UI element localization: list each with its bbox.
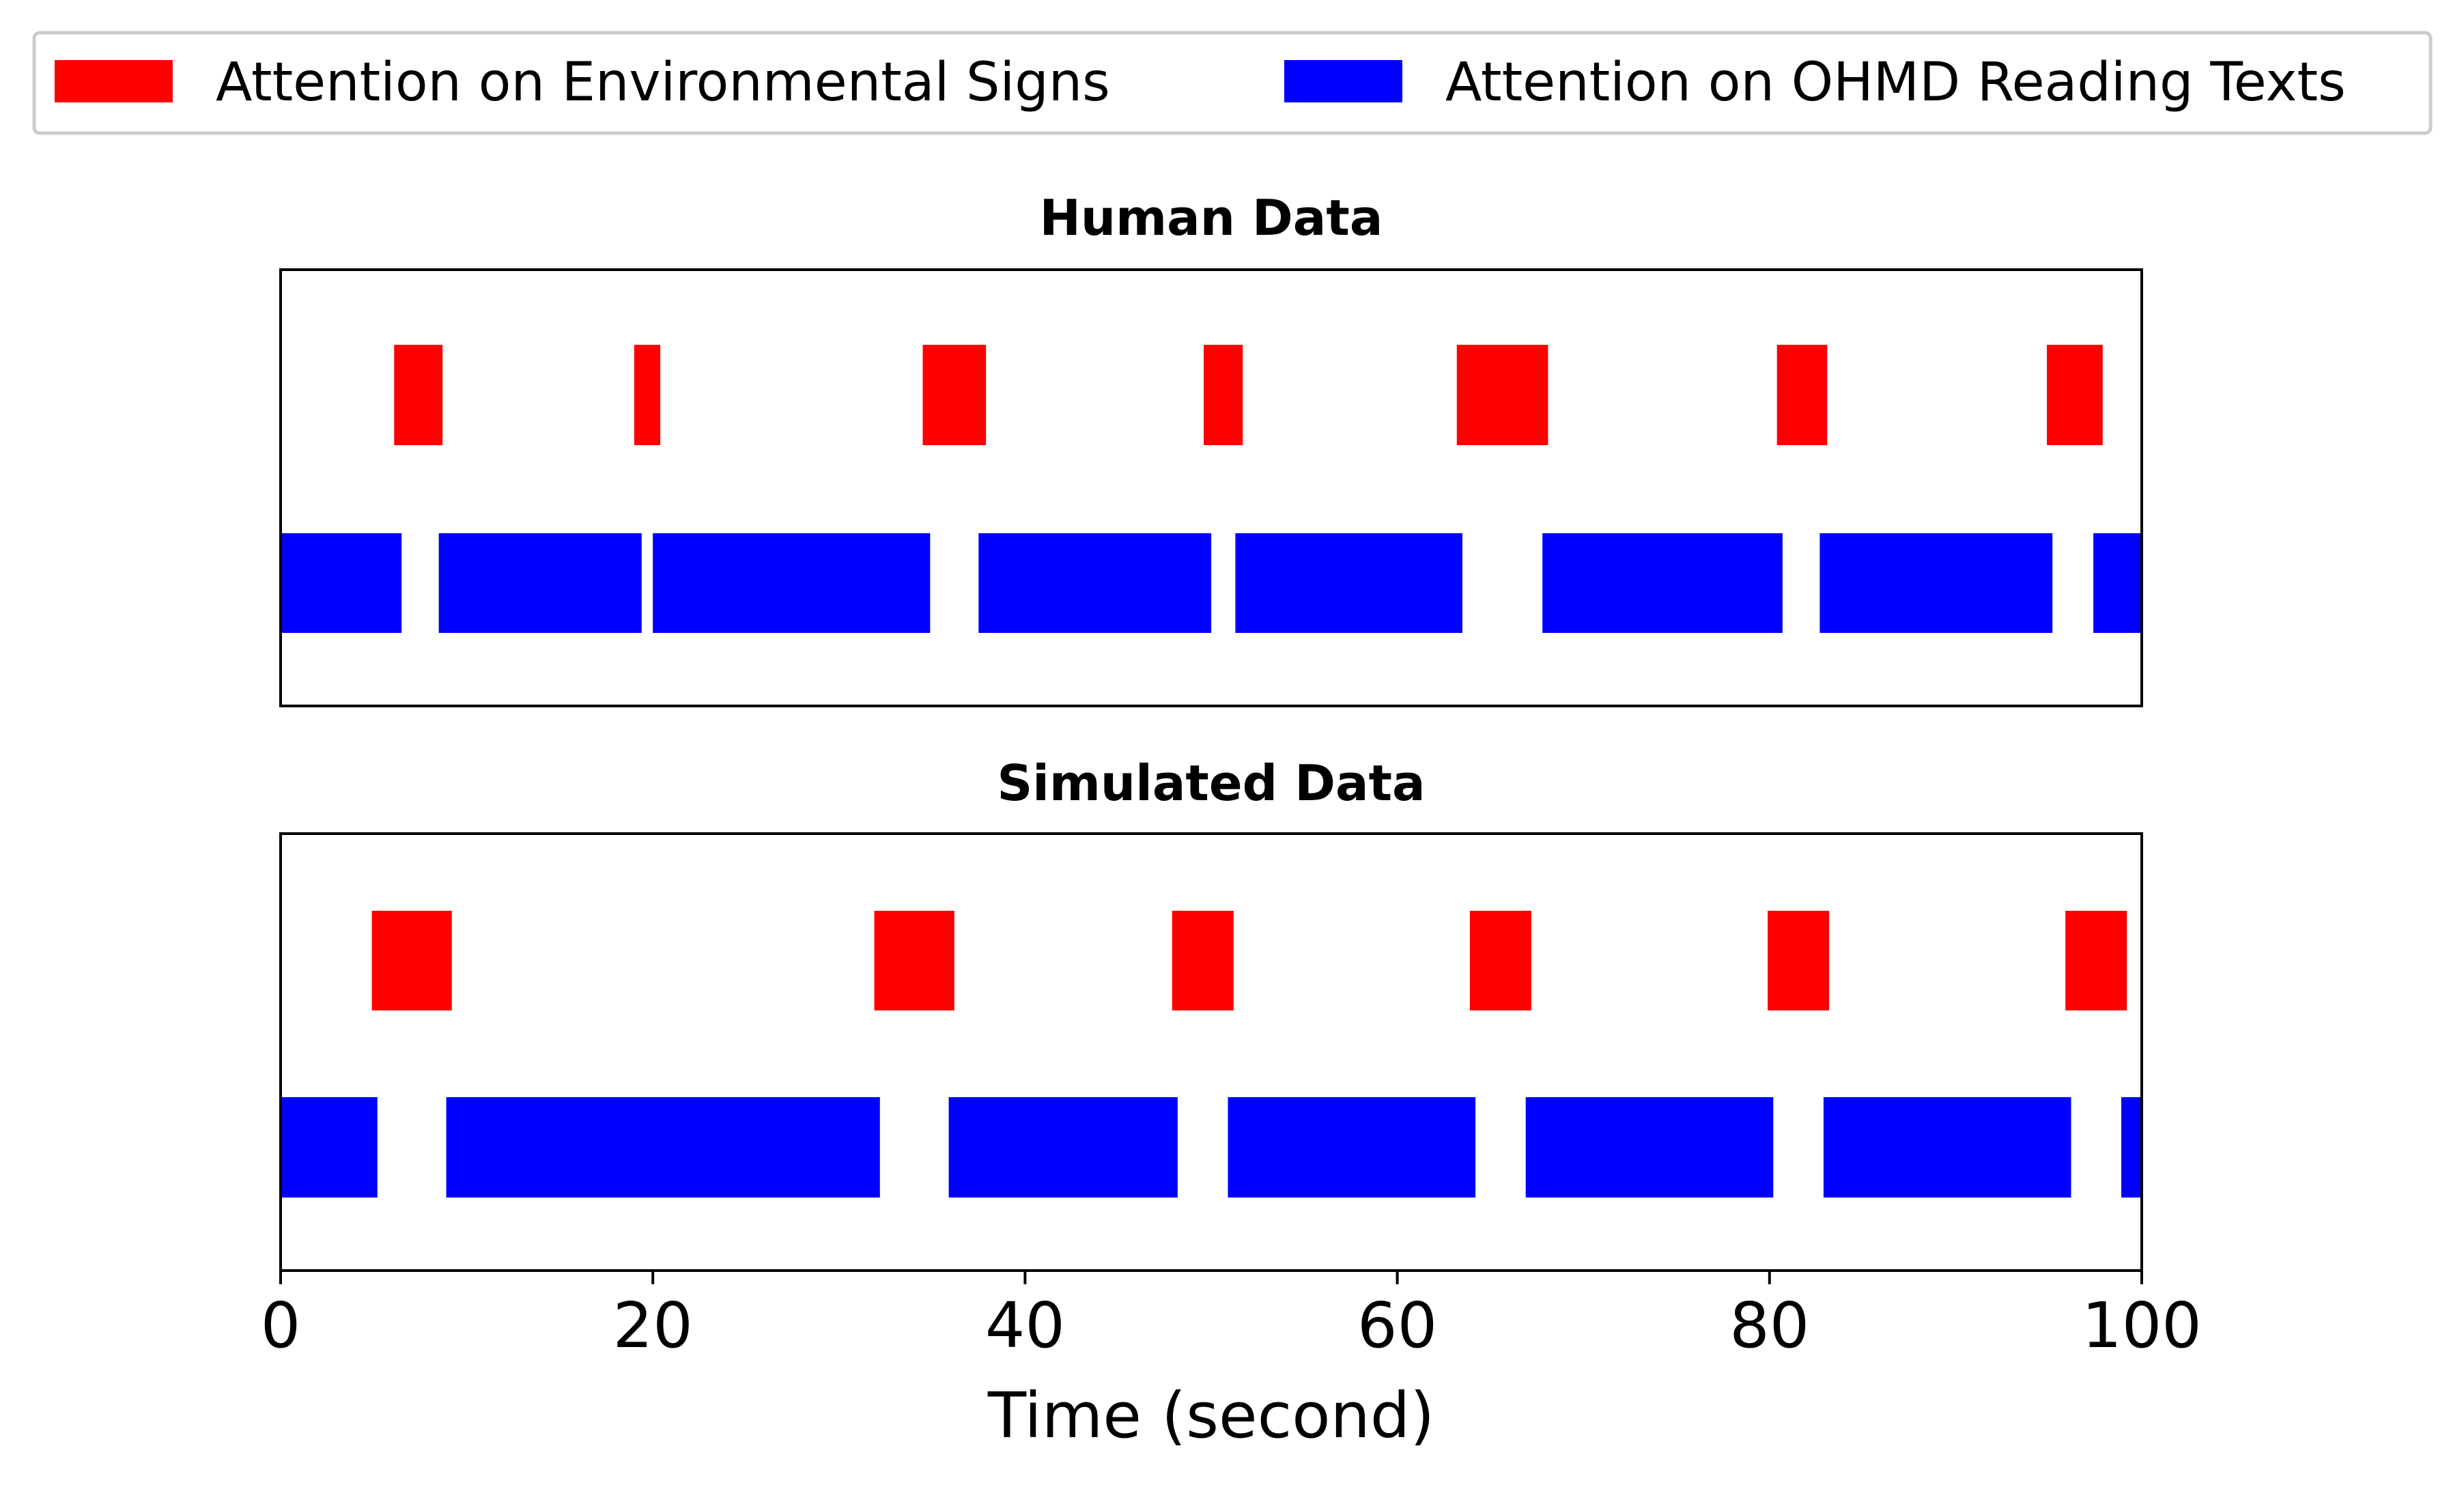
panel-title-human: Human Data: [1040, 189, 1383, 246]
panel-frame-human: [279, 268, 2143, 707]
bar-env-1-3: [1469, 911, 1531, 1010]
bar-env-1-2: [1172, 911, 1234, 1010]
legend: Attention on Environmental Signs Attenti…: [32, 31, 2433, 135]
bar-ohmd-1-4: [1525, 1097, 1774, 1198]
legend-swatch-env: [55, 60, 173, 102]
bar-ohmd-1-3: [1228, 1097, 1476, 1198]
panel-human: Human Data: [279, 189, 2143, 707]
bar-env-1-0: [371, 911, 452, 1010]
panel-bars-human: [281, 345, 2142, 633]
bar-env-0-0: [394, 345, 443, 445]
x-tick-label-5: 100: [2082, 1289, 2202, 1362]
bar-env-0-1: [634, 345, 661, 445]
bar-env-0-4: [1456, 345, 1548, 445]
bar-ohmd-0-7: [2093, 533, 2142, 633]
bar-env-1-5: [2065, 911, 2127, 1010]
bar-ohmd-1-5: [1823, 1097, 2071, 1198]
x-axis-label: Time (second): [987, 1379, 1434, 1452]
bar-ohmd-0-5: [1542, 533, 1783, 633]
legend-swatch-ohmd: [1284, 60, 1402, 102]
bar-ohmd-0-2: [653, 533, 931, 633]
bar-ohmd-0-4: [1235, 533, 1462, 633]
bar-ohmd-1-0: [281, 1097, 378, 1198]
bar-env-1-4: [1768, 911, 1830, 1010]
legend-label-env: Attention on Environmental Signs: [216, 52, 1110, 113]
bar-ohmd-1-1: [446, 1097, 880, 1198]
bar-env-1-1: [874, 911, 954, 1010]
x-axis: 0 20 40 60 80 100: [261, 1271, 2202, 1362]
x-tick-label-2: 40: [985, 1289, 1065, 1362]
x-tick-label-0: 0: [261, 1289, 301, 1362]
bar-ohmd-0-1: [438, 533, 642, 633]
bar-ohmd-1-2: [948, 1097, 1178, 1198]
bar-env-0-2: [922, 345, 987, 445]
x-tick-label-4: 80: [1729, 1289, 1809, 1362]
panel-frame-simulated: [279, 832, 2143, 1272]
x-tick-label-3: 60: [1357, 1289, 1437, 1362]
panel-simulated: Simulated Data: [279, 754, 2143, 1272]
bar-ohmd-1-6: [2121, 1097, 2142, 1198]
bar-ohmd-0-3: [978, 533, 1212, 633]
bar-ohmd-0-6: [1819, 533, 2053, 633]
bar-env-0-3: [1204, 345, 1243, 445]
x-tick-label-1: 20: [613, 1289, 693, 1362]
legend-label-ohmd: Attention on OHMD Reading Texts: [1445, 52, 2346, 113]
panel-title-simulated: Simulated Data: [997, 754, 1425, 812]
bar-ohmd-0-0: [281, 533, 402, 633]
legend-frame: [32, 31, 2433, 135]
bar-env-0-6: [2047, 345, 2103, 445]
panel-bars-simulated: [281, 911, 2142, 1198]
bar-env-0-5: [1776, 345, 1828, 445]
